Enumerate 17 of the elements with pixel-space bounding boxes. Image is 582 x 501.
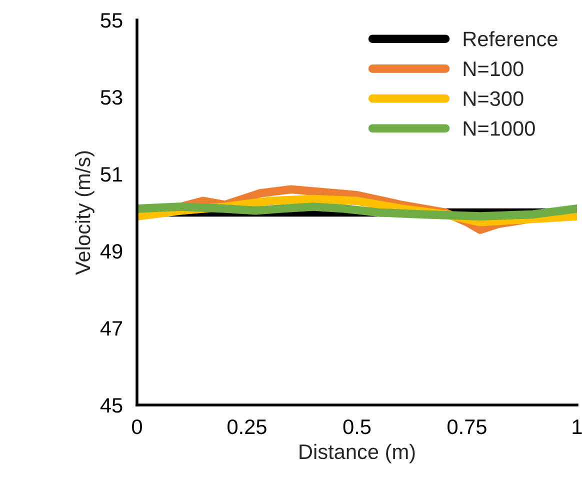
y-axis-title: Velocity (m/s) — [74, 151, 94, 275]
legend-label: Reference — [464, 31, 558, 46]
y-tick-label: 53 — [100, 90, 122, 105]
y-tick-label: 55 — [100, 13, 122, 28]
x-tick-label: 0.5 — [343, 419, 371, 434]
x-tick-label: 1 — [572, 420, 582, 434]
legend-label: N=100 — [464, 61, 524, 76]
y-tick-label: 51 — [100, 167, 122, 182]
y-tick-label: 47 — [100, 321, 122, 336]
x-tick-label: 0.75 — [448, 419, 486, 434]
y-tick-label: 45 — [100, 398, 122, 413]
x-tick-label: 0 — [132, 419, 142, 434]
x-tick-label: 0.25 — [228, 419, 266, 434]
y-tick-label: 49 — [100, 244, 122, 259]
x-axis-title: Distance (m) — [300, 444, 415, 464]
legend-label: N=1000 — [464, 121, 535, 136]
legend-label: N=300 — [464, 91, 524, 106]
